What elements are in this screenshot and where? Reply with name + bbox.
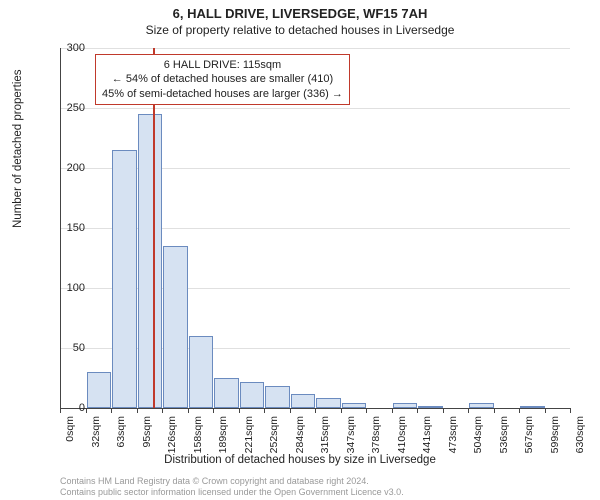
x-tick-mark — [290, 408, 291, 413]
annotation-line-1: 6 HALL DRIVE: 115sqm — [102, 58, 343, 72]
x-tick-mark — [570, 408, 571, 413]
gridline — [60, 108, 570, 109]
y-tick-label: 150 — [50, 222, 85, 234]
histogram-bar — [520, 406, 545, 408]
x-tick-mark — [392, 408, 393, 413]
histogram-bar — [112, 150, 137, 408]
x-tick-mark — [366, 408, 367, 413]
y-axis-label: Number of detached properties — [12, 69, 24, 228]
x-tick-mark — [468, 408, 469, 413]
plot-area: 0sqm32sqm63sqm95sqm126sqm158sqm189sqm221… — [60, 48, 570, 408]
y-tick-label: 50 — [50, 342, 85, 354]
x-tick-mark — [315, 408, 316, 413]
histogram-bar — [418, 406, 443, 408]
x-tick-mark — [341, 408, 342, 413]
y-tick-label: 100 — [50, 282, 85, 294]
histogram-bar — [87, 372, 112, 408]
credit-text: Contains HM Land Registry data © Crown c… — [60, 476, 404, 498]
histogram-bar — [469, 403, 494, 408]
x-tick-mark — [239, 408, 240, 413]
histogram-bar — [138, 114, 163, 408]
histogram-bar — [393, 403, 418, 408]
gridline — [60, 288, 570, 289]
x-tick-mark — [519, 408, 520, 413]
x-tick-mark — [188, 408, 189, 413]
histogram-bar — [163, 246, 188, 408]
y-tick-label: 300 — [50, 42, 85, 54]
x-tick-mark — [137, 408, 138, 413]
x-tick-mark — [86, 408, 87, 413]
histogram-bar — [265, 386, 290, 408]
gridline — [60, 348, 570, 349]
gridline — [60, 228, 570, 229]
chart-title: 6, HALL DRIVE, LIVERSEDGE, WF15 7AH — [0, 6, 600, 21]
annotation-line-2: ← 54% of detached houses are smaller (41… — [102, 72, 343, 86]
x-tick-mark — [545, 408, 546, 413]
credit-line-2: Contains public sector information licen… — [60, 487, 404, 498]
annotation-box: 6 HALL DRIVE: 115sqm← 54% of detached ho… — [95, 54, 350, 105]
x-tick-mark — [264, 408, 265, 413]
y-tick-label: 0 — [50, 402, 85, 414]
x-tick-mark — [494, 408, 495, 413]
histogram-bar — [214, 378, 239, 408]
gridline — [60, 168, 570, 169]
x-axis-label: Distribution of detached houses by size … — [0, 454, 600, 466]
x-tick-mark — [213, 408, 214, 413]
property-size-chart: 6, HALL DRIVE, LIVERSEDGE, WF15 7AH Size… — [0, 0, 600, 500]
histogram-bar — [316, 398, 341, 408]
x-tick-mark — [443, 408, 444, 413]
histogram-bar — [342, 403, 367, 408]
y-tick-label: 250 — [50, 102, 85, 114]
credit-line-1: Contains HM Land Registry data © Crown c… — [60, 476, 404, 487]
y-tick-label: 200 — [50, 162, 85, 174]
histogram-bar — [291, 394, 316, 408]
annotation-line-3: 45% of semi-detached houses are larger (… — [102, 87, 343, 101]
x-tick-mark — [162, 408, 163, 413]
histogram-bar — [240, 382, 265, 408]
chart-subtitle: Size of property relative to detached ho… — [0, 23, 600, 37]
gridline — [60, 48, 570, 49]
histogram-bar — [189, 336, 214, 408]
x-tick-mark — [417, 408, 418, 413]
x-tick-mark — [111, 408, 112, 413]
